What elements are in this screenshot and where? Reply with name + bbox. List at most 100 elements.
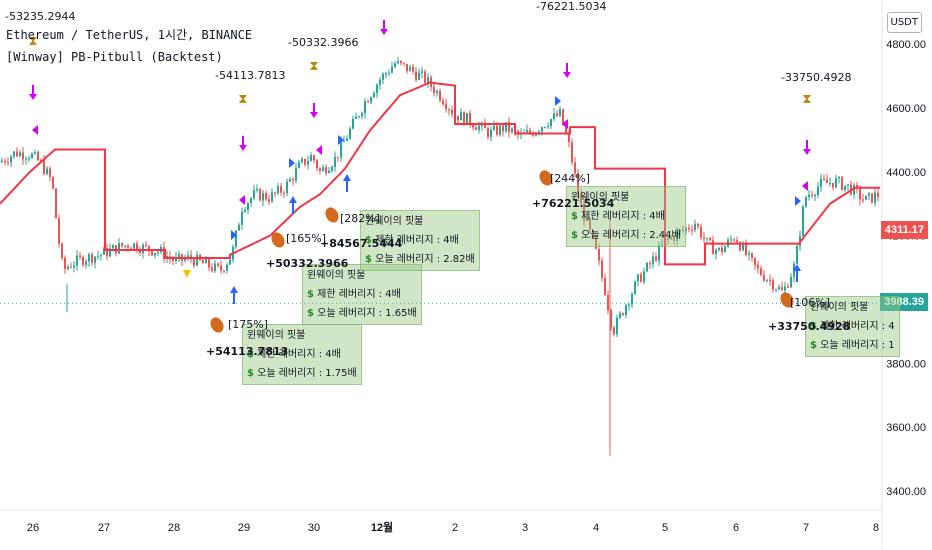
candle-body [142, 244, 144, 254]
candle-body [805, 197, 807, 207]
y-tick-label: 3800.00 [886, 358, 926, 370]
candle-body [187, 255, 189, 259]
candle-body [694, 224, 696, 230]
candle-body [565, 125, 567, 134]
candle-body [268, 199, 270, 202]
candle-body [667, 238, 669, 240]
candle-body [328, 170, 330, 174]
profit-pct: [175%] [228, 318, 269, 331]
candle-body [400, 61, 402, 63]
candle-body [670, 237, 672, 240]
candle-body [100, 254, 102, 256]
candle-body [448, 109, 450, 111]
candle-body [415, 71, 417, 80]
candle-body [58, 218, 60, 244]
candle-body [817, 186, 819, 196]
candle-body [652, 256, 654, 265]
entry-arrow-head [343, 174, 351, 181]
candle-body [715, 249, 717, 255]
candle-body [292, 178, 294, 181]
exit-arrow-head [29, 94, 37, 100]
exit-arrow-head [310, 112, 318, 118]
candle-body [214, 263, 216, 271]
money-bag-icon [780, 292, 794, 308]
candle-body [373, 93, 375, 98]
candle-body [34, 152, 36, 154]
profit-pct: [106%] [790, 296, 831, 309]
candle-body [553, 113, 555, 120]
candle-body [82, 256, 84, 265]
candle-body [508, 122, 510, 133]
candle-body [343, 140, 345, 142]
candle-body [220, 265, 222, 271]
candle-body [457, 115, 459, 121]
candle-body [853, 185, 855, 195]
x-tick-label: 5 [662, 522, 668, 534]
candle-body [655, 256, 657, 261]
candle-body [502, 125, 504, 132]
dollar-icon: $ [810, 321, 817, 332]
candle-body [70, 266, 72, 268]
candle-body [859, 188, 861, 200]
info-box-line: 오늘 레버리지 : 1.75배 [257, 368, 357, 379]
candle-body [592, 229, 594, 238]
candle-body [217, 263, 219, 266]
candle-body [286, 181, 288, 194]
candle-body [469, 113, 471, 125]
signal-marker [802, 181, 808, 191]
candle-body [610, 310, 612, 328]
candle-body [511, 128, 513, 133]
candle-body [79, 255, 81, 257]
info-box-line: 제한 레버리지 : 4배 [581, 211, 665, 222]
signal-marker [562, 119, 568, 129]
signal-marker [289, 158, 295, 168]
y-tick-label: 4800.00 [886, 39, 926, 51]
candle-body [712, 240, 714, 255]
candle-body [322, 167, 324, 171]
candle-body [31, 153, 33, 159]
y-tick-label: 4600.00 [886, 103, 926, 115]
candle-body [583, 204, 585, 221]
candle-body [118, 242, 120, 254]
candle-body [52, 176, 54, 189]
x-tick-label: 6 [733, 522, 739, 534]
info-box-line: 제한 레버리지 : 4 [820, 321, 895, 332]
candle-body [730, 239, 732, 241]
candle-body [616, 317, 618, 335]
info-box: 윈웨이의 핏불 $ 제한 레버리지 : 4 $ 오늘 레버리지 : 1 [805, 296, 900, 357]
candle-body [646, 263, 648, 272]
info-box-line: 오늘 레버리지 : 1.65배 [317, 308, 417, 319]
candle-body [871, 193, 873, 203]
candle-body [253, 190, 255, 199]
candle-body [370, 97, 372, 103]
candle-body [247, 203, 249, 211]
candle-body [781, 287, 783, 291]
candle-body [193, 259, 195, 266]
currency-button[interactable]: USDT [886, 12, 922, 33]
candle-body [685, 227, 687, 231]
candle-body [868, 193, 870, 196]
candle-body [757, 264, 759, 269]
candle-body [418, 72, 420, 80]
candle-body [391, 67, 393, 73]
candle-body [577, 173, 579, 195]
candle-body [121, 242, 123, 247]
signal-marker [32, 125, 38, 135]
candle-body [877, 192, 879, 197]
candle-body [862, 199, 864, 201]
candle-body [721, 247, 723, 253]
candle-body [304, 158, 306, 165]
candle-body [406, 63, 408, 72]
candle-body [4, 161, 6, 163]
info-box-line: 오늘 레버리지 : 2.82배 [375, 254, 475, 265]
candle-body [874, 192, 876, 203]
candle-body [28, 158, 30, 160]
candle-body [625, 305, 627, 315]
candle-body [151, 251, 153, 256]
candle-body [736, 240, 738, 243]
candle-body [352, 118, 354, 129]
candle-body [157, 251, 159, 254]
candle-body [586, 218, 588, 221]
candle-body [337, 156, 339, 158]
